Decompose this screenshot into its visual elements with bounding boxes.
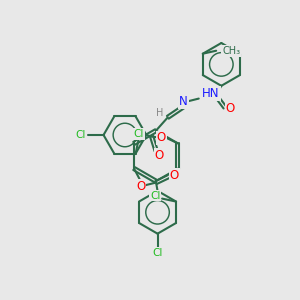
Text: O: O [154, 149, 164, 162]
Text: HN: HN [202, 87, 220, 100]
Text: Cl: Cl [76, 130, 86, 140]
Text: CH₃: CH₃ [222, 46, 240, 56]
Text: Cl: Cl [134, 129, 144, 139]
Text: O: O [136, 180, 145, 193]
Text: N: N [179, 95, 188, 108]
Text: H: H [156, 108, 163, 118]
Text: O: O [226, 103, 235, 116]
Text: Cl: Cl [150, 190, 160, 201]
Text: O: O [170, 169, 179, 182]
Text: Cl: Cl [152, 248, 163, 258]
Text: O: O [157, 131, 166, 145]
